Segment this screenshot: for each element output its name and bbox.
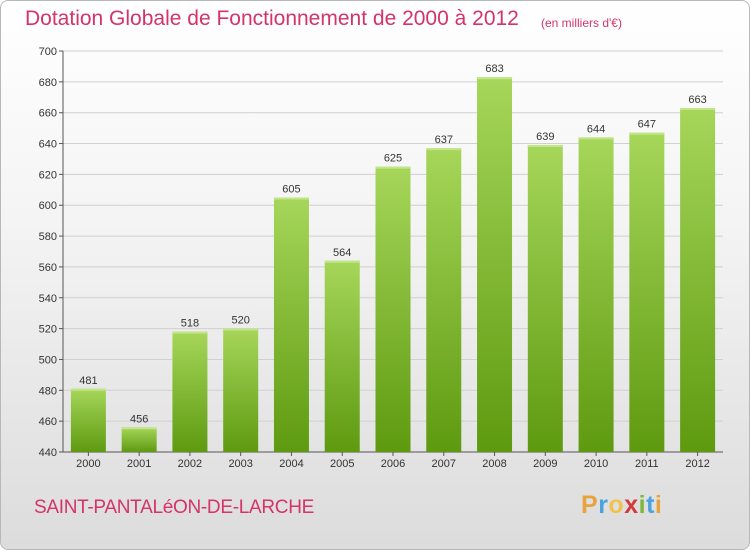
bar-2012 <box>680 108 716 453</box>
x-tick-label-2010: 2010 <box>584 458 608 470</box>
bar-top-highlight <box>629 132 665 135</box>
x-tick-label-2005: 2005 <box>330 458 354 470</box>
logo-letter: P <box>581 491 599 519</box>
bar-top-highlight <box>527 145 563 148</box>
x-tick-label-2012: 2012 <box>685 458 709 470</box>
y-tick-label: 540 <box>39 293 57 305</box>
x-tick-label-2002: 2002 <box>178 458 202 470</box>
bar-top-highlight <box>172 331 208 334</box>
bar-2008 <box>477 77 513 452</box>
bar-top-highlight <box>121 427 157 430</box>
y-tick-label: 560 <box>39 262 57 274</box>
x-tick-label-2008: 2008 <box>482 458 506 470</box>
bar-top-highlight <box>70 388 106 391</box>
chart-subtitle: (en milliers d'€) <box>541 16 622 30</box>
y-tick-label: 440 <box>39 447 57 459</box>
chart-title: Dotation Globale de Fonctionnement de 20… <box>25 7 519 30</box>
logo-letter: r <box>598 491 609 519</box>
value-labels: 481 456 518 520 605 564 625 637 683 639 644 647 663 <box>79 63 707 425</box>
bar-top-highlight <box>477 77 513 80</box>
y-tick-label: 500 <box>39 354 57 366</box>
y-tick-label: 660 <box>39 108 57 120</box>
logo-letter: x <box>624 491 639 519</box>
value-label-2005: 564 <box>333 247 351 259</box>
bar-2001 <box>121 427 157 452</box>
y-tick-label: 480 <box>39 385 57 397</box>
bar-2007 <box>426 148 462 452</box>
bar-top-highlight <box>680 108 716 111</box>
logo-letter: i <box>654 491 663 519</box>
y-tick-label: 700 <box>39 46 57 58</box>
y-tick-label: 680 <box>39 77 57 89</box>
value-label-2006: 625 <box>384 153 402 165</box>
y-tick-label: 520 <box>39 324 57 336</box>
value-label-2011: 647 <box>638 119 656 131</box>
bar-2005 <box>324 260 360 452</box>
y-tick-label: 580 <box>39 231 57 243</box>
y-tick-label: 640 <box>39 139 57 151</box>
value-label-2010: 644 <box>587 123 605 135</box>
value-label-2012: 663 <box>688 94 706 106</box>
x-tick-label-2001: 2001 <box>127 458 151 470</box>
value-label-2002: 518 <box>181 318 199 330</box>
value-label-2008: 683 <box>485 63 503 75</box>
x-tick-label-2003: 2003 <box>228 458 252 470</box>
y-tick-label: 460 <box>39 416 57 428</box>
bar-2003 <box>223 328 259 452</box>
x-tick-label-2006: 2006 <box>381 458 405 470</box>
value-label-2001: 456 <box>130 413 148 425</box>
bar-2010 <box>578 137 614 452</box>
x-tick-label-2011: 2011 <box>635 458 659 470</box>
x-tick-label-2009: 2009 <box>533 458 557 470</box>
bars <box>70 77 716 453</box>
bar-2009 <box>527 145 563 453</box>
logo-letter: o <box>608 491 625 519</box>
logo-letter: i <box>638 491 647 519</box>
bar-2000 <box>70 388 106 452</box>
bar-top-highlight <box>426 148 462 151</box>
y-tick-label: 620 <box>39 169 57 181</box>
tick-labels: 440 460 480 500 520 540 560 580 600 620 640 660 680 7… <box>39 46 710 470</box>
x-tick-label-2000: 2000 <box>76 458 100 470</box>
y-tick-label: 600 <box>39 200 57 212</box>
bar-top-highlight <box>273 197 309 200</box>
x-tick-label-2007: 2007 <box>432 458 456 470</box>
bar-2004 <box>273 197 309 452</box>
value-label-2003: 520 <box>232 315 250 327</box>
bar-top-highlight <box>578 137 614 140</box>
value-label-2000: 481 <box>79 375 97 387</box>
value-label-2004: 605 <box>282 184 300 196</box>
bar-top-highlight <box>223 328 259 331</box>
x-tick-label-2004: 2004 <box>279 458 303 470</box>
commune-name: SAINT-PANTALéON-DE-LARCHE <box>34 497 315 518</box>
logo-letter: t <box>646 491 655 519</box>
value-label-2009: 639 <box>536 131 554 143</box>
bar-2002 <box>172 331 208 452</box>
bar-2011 <box>629 132 665 452</box>
bar-top-highlight <box>324 260 360 263</box>
value-label-2007: 637 <box>435 134 453 146</box>
bar-2006 <box>375 166 411 452</box>
proxiti-logo: Proxiti <box>581 491 662 520</box>
bar-top-highlight <box>375 166 411 169</box>
